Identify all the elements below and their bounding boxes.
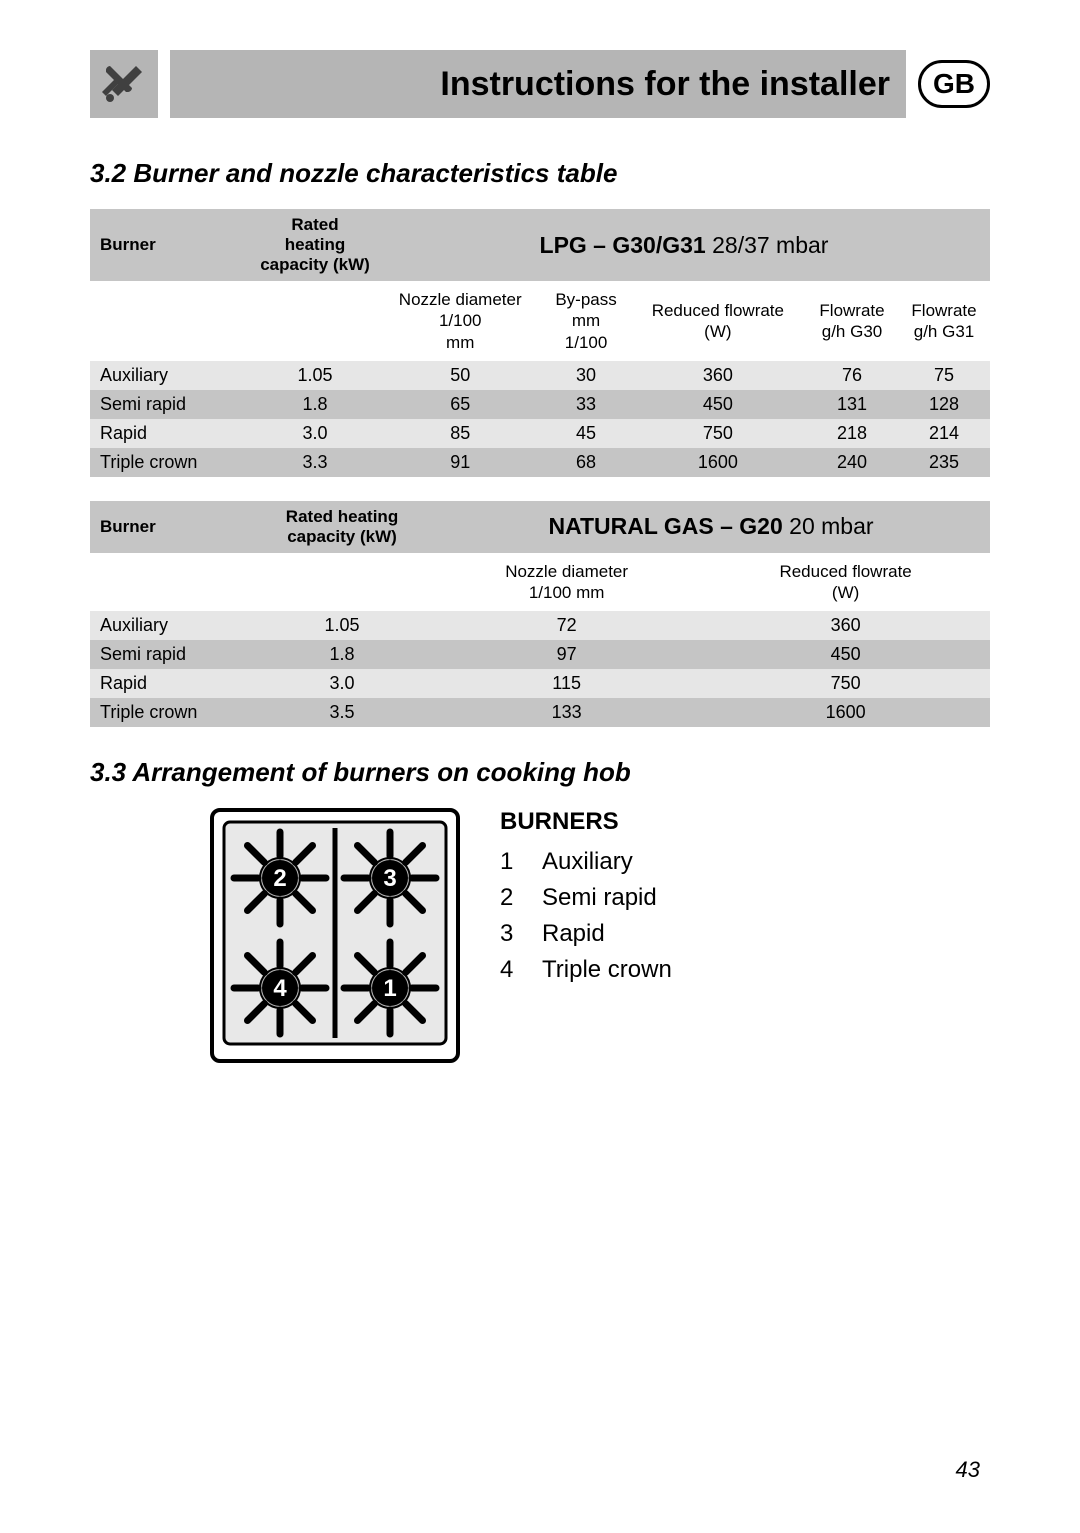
lpg-title-bold: LPG – G30/G31 bbox=[540, 232, 706, 258]
table-row: Triple crown3.51331600 bbox=[90, 698, 990, 727]
svg-text:3: 3 bbox=[383, 865, 396, 892]
svg-text:4: 4 bbox=[273, 975, 287, 1002]
lpg-subheader: By-passmm1/100 bbox=[542, 281, 629, 361]
svg-text:1: 1 bbox=[383, 975, 396, 1002]
lpg-title: LPG – G30/G31 28/37 mbar bbox=[378, 209, 990, 281]
table-row: Auxiliary1.0550303607675 bbox=[90, 361, 990, 390]
lpg-table: Burner Rated heating capacity (kW) LPG –… bbox=[90, 209, 990, 477]
table-row: Auxiliary1.0572360 bbox=[90, 611, 990, 640]
page-title: Instructions for the installer bbox=[170, 50, 906, 118]
col-capacity: Rated heating capacity (kW) bbox=[252, 501, 432, 553]
table-row: Rapid3.08545750218214 bbox=[90, 419, 990, 448]
tools-icon bbox=[90, 50, 158, 118]
burners-heading: BURNERS bbox=[500, 808, 672, 836]
ng-table: Burner Rated heating capacity (kW) NATUR… bbox=[90, 501, 990, 728]
table-row: Rapid3.0115750 bbox=[90, 669, 990, 698]
country-badge: GB bbox=[918, 60, 990, 108]
lpg-title-rest: 28/37 mbar bbox=[706, 232, 829, 258]
burners-list: 1Auxiliary2Semi rapid3Rapid4Triple crown bbox=[500, 844, 672, 988]
table-row: Triple crown3.391681600240235 bbox=[90, 448, 990, 477]
col-capacity: Rated heating capacity (kW) bbox=[252, 209, 378, 281]
lpg-subheader: Reduced flowrate(W) bbox=[630, 281, 806, 361]
ng-title: NATURAL GAS – G20 20 mbar bbox=[432, 501, 990, 553]
page-number: 43 bbox=[956, 1457, 980, 1483]
col-burner: Burner bbox=[90, 209, 252, 281]
section-3-3-title: 3.3 Arrangement of burners on cooking ho… bbox=[90, 757, 990, 788]
col-burner: Burner bbox=[90, 501, 252, 553]
hob-diagram: 2 3 4 1 bbox=[210, 808, 460, 1063]
section-3-2-title: 3.2 Burner and nozzle characteristics ta… bbox=[90, 158, 990, 189]
ng-title-rest: 20 mbar bbox=[783, 513, 874, 539]
ng-subheader: Nozzle diameter1/100 mm bbox=[432, 553, 701, 612]
page-header: Instructions for the installer GB bbox=[90, 50, 990, 118]
list-item: 2Semi rapid bbox=[500, 880, 672, 916]
list-item: 4Triple crown bbox=[500, 952, 672, 988]
list-item: 1Auxiliary bbox=[500, 844, 672, 880]
lpg-subheader: Flowrateg/h G30 bbox=[806, 281, 898, 361]
svg-text:2: 2 bbox=[273, 865, 286, 892]
lpg-subheader: Nozzle diameter1/100mm bbox=[378, 281, 542, 361]
list-item: 3Rapid bbox=[500, 916, 672, 952]
lpg-subheader: Flowrateg/h G31 bbox=[898, 281, 990, 361]
ng-title-bold: NATURAL GAS – G20 bbox=[548, 513, 782, 539]
ng-subheader: Reduced flowrate(W) bbox=[701, 553, 990, 612]
hob-arrangement: 2 3 4 1 BURNERS 1Auxiliary2Semi rapid3Rapid… bbox=[90, 808, 990, 1063]
table-row: Semi rapid1.897450 bbox=[90, 640, 990, 669]
table-row: Semi rapid1.86533450131128 bbox=[90, 390, 990, 419]
